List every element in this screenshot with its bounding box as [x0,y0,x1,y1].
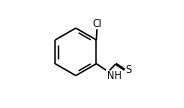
Text: Cl: Cl [92,19,102,29]
Text: NH: NH [107,71,121,81]
Text: S: S [126,65,132,75]
